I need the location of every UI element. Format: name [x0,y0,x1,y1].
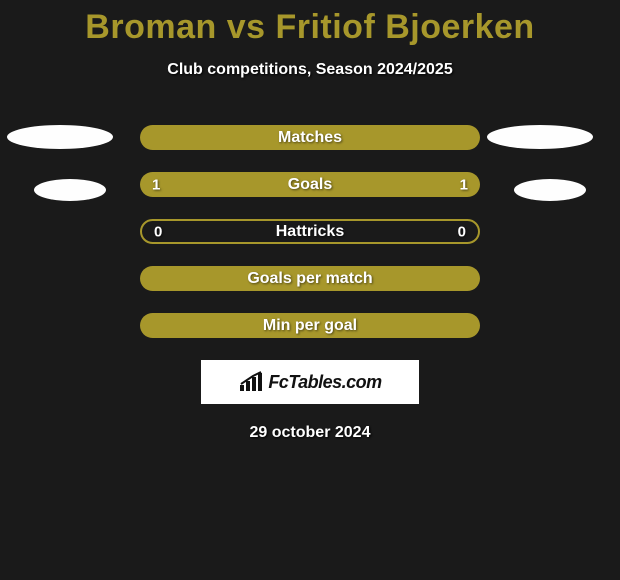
stat-label: Hattricks [276,223,344,241]
page-title: Broman vs Fritiof Bjoerken [0,0,620,47]
stat-right-value: 0 [458,223,466,240]
stat-label: Min per goal [263,317,357,335]
stat-left-value: 0 [154,223,162,240]
decorative-ellipse [514,179,586,201]
stat-left-value: 1 [152,176,160,193]
stat-row-goals-per-match: Goals per match [140,266,480,291]
subtitle: Club competitions, Season 2024/2025 [0,61,620,79]
stat-label: Goals [288,176,332,194]
decorative-ellipse [7,125,113,149]
stat-row-goals: 1 Goals 1 [140,172,480,197]
fctables-logo: FcTables.com [201,360,419,404]
date-line: 29 october 2024 [0,424,620,442]
stat-label: Goals per match [247,270,372,288]
decorative-ellipse [487,125,593,149]
stat-right-value: 1 [460,176,468,193]
decorative-ellipse [34,179,106,201]
stat-row-matches: Matches [140,125,480,150]
stat-row-min-per-goal: Min per goal [140,313,480,338]
logo-text: FcTables.com [268,372,381,393]
comparison-content: Matches 1 Goals 1 0 Hattricks 0 Goals per match… [0,125,620,442]
stat-rows: Matches 1 Goals 1 0 Hattricks 0 Goals per match… [140,125,480,338]
stat-row-hattricks: 0 Hattricks 0 [140,219,480,244]
chart-bars-icon [238,371,266,393]
stat-label: Matches [278,129,342,147]
